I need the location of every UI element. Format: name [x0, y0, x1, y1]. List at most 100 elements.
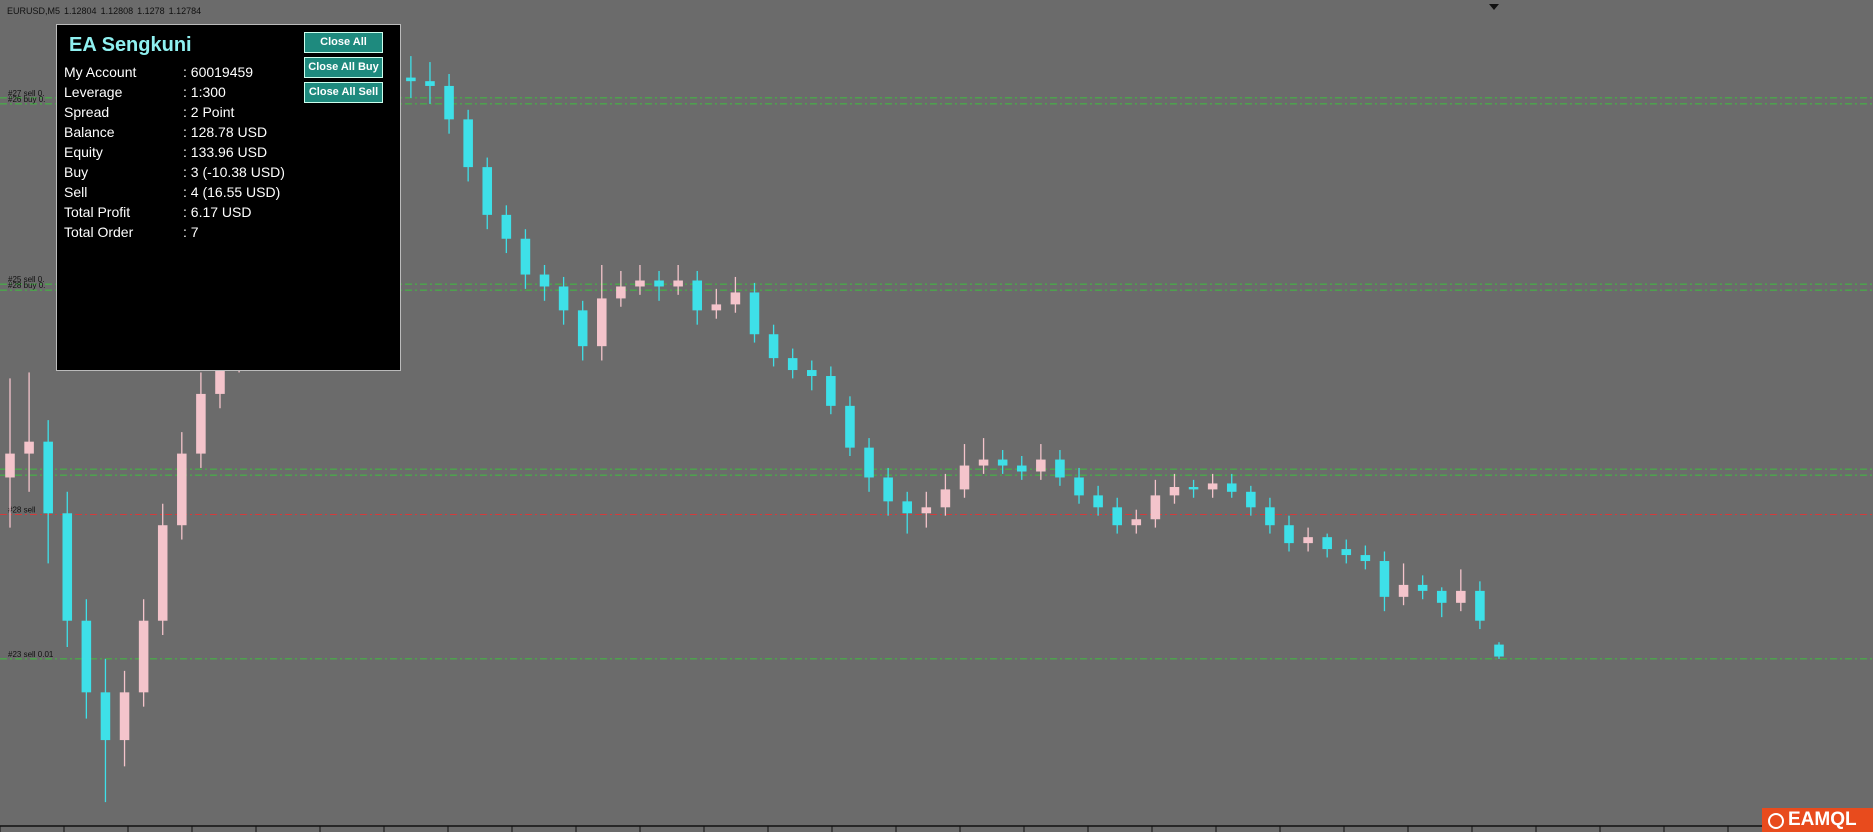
candle-body	[787, 358, 798, 371]
info-value: : 4 (16.55 USD)	[183, 184, 281, 200]
candle-body	[577, 310, 588, 347]
symbol-header: EURUSD,M5 1.12804 1.12808 1.1278 1.12784	[7, 6, 205, 16]
candle-body	[1246, 491, 1256, 508]
order-label: #27 sell 0.	[8, 89, 44, 98]
watermark-text: EAMQL	[1788, 809, 1857, 830]
candle-body	[1131, 519, 1142, 526]
candle-body	[616, 286, 626, 299]
candle-body	[1398, 584, 1409, 597]
candle-body	[24, 441, 34, 454]
candle-body	[1112, 507, 1122, 526]
candle-body	[806, 370, 817, 377]
candle-body	[138, 620, 149, 693]
candle-body	[1188, 487, 1199, 490]
candle-body	[673, 280, 683, 287]
candle-body	[1360, 555, 1371, 562]
high-price: 1.12808	[100, 6, 134, 16]
candle-body	[1322, 537, 1332, 550]
candle-body	[1055, 459, 1065, 478]
info-value: : 3 (-10.38 USD)	[183, 164, 285, 180]
panel-title: EA Sengkuni	[69, 34, 192, 56]
ea-panel: EA Sengkuni My Account : 60019459 Leverage…	[56, 24, 401, 371]
candle-body	[215, 358, 225, 394]
info-label: Balance	[64, 124, 115, 140]
close-button[interactable]: Close All Sell	[304, 82, 383, 103]
info-row: Equity : 133.96 USD	[64, 144, 267, 160]
candle-body	[558, 286, 569, 311]
candle-body	[692, 280, 703, 311]
close-button[interactable]: Close All	[304, 32, 383, 53]
info-label: Equity	[64, 144, 103, 160]
candle-body	[1379, 561, 1390, 597]
info-value: : 133.96 USD	[183, 144, 268, 160]
info-value: : 6.17 USD	[183, 204, 252, 220]
candle-body	[1036, 459, 1046, 472]
candle-body	[1150, 495, 1161, 520]
candle-body	[81, 620, 92, 693]
candle-body	[845, 405, 855, 448]
candle-body	[62, 513, 73, 621]
info-label: Spread	[64, 104, 110, 120]
candle-body	[711, 304, 722, 311]
candle-body	[921, 507, 932, 514]
order-label: #28 sell	[8, 505, 36, 514]
candle-body	[406, 77, 416, 82]
info-label: Total Order	[64, 224, 134, 240]
candle-body	[501, 214, 512, 239]
candle-body	[5, 453, 15, 478]
info-row: Buy : 3 (-10.38 USD)	[64, 164, 285, 180]
candle-body	[902, 501, 912, 514]
candle-body	[768, 334, 779, 359]
close-price: 1.12784	[168, 6, 202, 16]
candle-body	[635, 280, 645, 287]
info-row: Total Order : 7	[64, 224, 199, 240]
candle-body	[654, 280, 664, 287]
info-value: : 1:300	[183, 84, 226, 100]
info-value: : 2 Point	[183, 104, 235, 120]
candle-body	[997, 459, 1008, 466]
candle-body	[1436, 590, 1447, 603]
shift-marker	[1489, 4, 1499, 10]
close-button[interactable]: Close All Buy	[304, 57, 383, 78]
order-label: #28 buy 0.	[8, 281, 45, 290]
info-value: : 7	[183, 224, 199, 240]
candle-body	[463, 119, 473, 168]
candle-body	[1169, 487, 1180, 496]
candle-body	[1074, 477, 1084, 496]
candle-body	[482, 167, 493, 215]
watermark: EAMQL	[1762, 808, 1873, 832]
order-label: #23 sell 0.01	[8, 650, 54, 659]
candle-body	[1265, 507, 1275, 526]
candle-body	[1093, 495, 1103, 508]
candle-body	[1303, 537, 1313, 544]
candle-body	[826, 376, 836, 406]
info-row: Balance : 128.78 USD	[64, 124, 267, 140]
candle-body	[597, 298, 607, 347]
candle-body	[425, 81, 435, 86]
candle-body	[1284, 525, 1294, 544]
candle-body	[157, 525, 168, 621]
info-label: Leverage	[64, 84, 123, 100]
info-label: My Account	[64, 64, 137, 80]
candle-body	[1341, 549, 1352, 556]
info-label: Buy	[64, 164, 89, 180]
candle-body	[1475, 590, 1485, 621]
info-value: : 60019459	[183, 64, 254, 80]
low-price: 1.1278	[137, 6, 165, 16]
candle-body	[959, 465, 970, 490]
candle-body	[100, 692, 111, 741]
candle-body	[196, 393, 206, 454]
candle-body	[1207, 483, 1218, 490]
candle-body	[444, 85, 454, 120]
candle-body	[749, 292, 760, 335]
candle-body	[177, 453, 187, 526]
info-row: Spread : 2 Point	[64, 104, 234, 120]
candle-body	[883, 477, 893, 502]
info-value: : 128.78 USD	[183, 124, 268, 140]
candle-body	[520, 238, 531, 275]
symbol: EURUSD,M5	[7, 6, 61, 16]
open-price: 1.12804	[64, 6, 97, 16]
candle-body	[1494, 644, 1504, 657]
